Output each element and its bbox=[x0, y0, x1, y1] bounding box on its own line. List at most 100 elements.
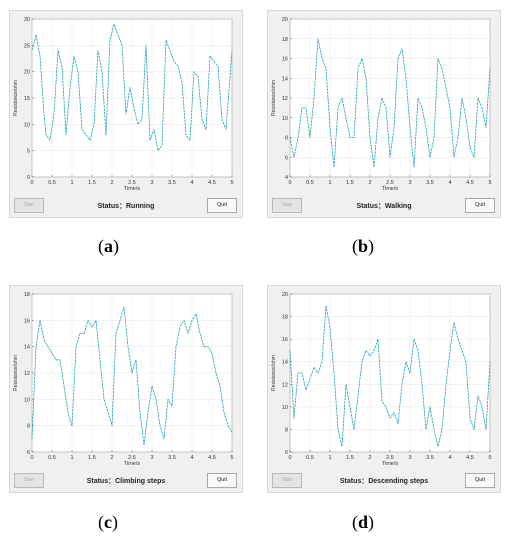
x-tick-label: 1.5 bbox=[88, 455, 96, 461]
x-tick-label: 1.5 bbox=[346, 455, 354, 461]
y-tick-label: 14 bbox=[282, 76, 288, 82]
x-tick-label: 4.5 bbox=[466, 455, 474, 461]
y-tick-label: 8 bbox=[285, 427, 288, 433]
x-tick-label: 1 bbox=[70, 180, 73, 186]
x-tick-label: 4 bbox=[190, 455, 193, 461]
x-tick-label: 1 bbox=[328, 455, 331, 461]
y-tick-label: 10 bbox=[24, 122, 30, 128]
y-tick-label: 25 bbox=[24, 43, 30, 49]
y-tick-label: 30 bbox=[24, 17, 30, 23]
x-tick-label: 0 bbox=[288, 455, 291, 461]
caption-c: (c) bbox=[98, 512, 118, 532]
window-climbing: 0 0.5 1 1.5 2 2.5 3 3.5 4 4.5 5 6 8 10 12 14 16 18 Time/s R… bbox=[9, 285, 243, 493]
quit-button[interactable]: Quit bbox=[465, 473, 495, 488]
x-tick-label: 3.5 bbox=[426, 455, 434, 461]
x-tick-label: 0.5 bbox=[48, 455, 56, 461]
window-descending: 0 0.5 1 1.5 2 2.5 3 3.5 4 4.5 5 6 8 10 12 14 16 18 20 Time/… bbox=[267, 285, 501, 493]
x-tick-label: 0.5 bbox=[306, 455, 314, 461]
x-tick-label: 0 bbox=[288, 180, 291, 186]
status-text: Status：Walking bbox=[356, 203, 412, 210]
window-walking: 0 0.5 1 1.5 2 2.5 3 3.5 4 4.5 5 4 6 8 10 12 14 16 18 20 Time… bbox=[267, 10, 501, 218]
x-tick-label: 2 bbox=[110, 180, 113, 186]
x-tick-label: 4 bbox=[190, 180, 193, 186]
y-axis-label: Resistance/ohm bbox=[271, 80, 277, 116]
x-axis-label: Time/s bbox=[382, 461, 399, 467]
y-axis-label: Resistance/ohm bbox=[13, 355, 19, 391]
resistance-line bbox=[289, 304, 491, 447]
y-axis-label: Resistance/ohm bbox=[13, 80, 19, 116]
x-axis-label: Time/s bbox=[124, 461, 141, 467]
chart-running: 0 0.5 1 1.5 2 2.5 3 3.5 4 4.5 5 0 5 10 15 20 25 30 Time/s R… bbox=[13, 17, 234, 192]
chart-climbing: 0 0.5 1 1.5 2 2.5 3 3.5 4 4.5 5 6 8 10 12 14 16 18 Time/s R… bbox=[13, 292, 234, 467]
status-text: Status：Climbing steps bbox=[86, 478, 166, 485]
caption-a: (a) bbox=[98, 236, 119, 256]
y-tick-label: 14 bbox=[282, 360, 288, 366]
x-tick-label: 2.5 bbox=[386, 455, 394, 461]
caption-d: (d) bbox=[352, 512, 375, 532]
chart-descending: 0 0.5 1 1.5 2 2.5 3 3.5 4 4.5 5 6 8 10 12 14 16 18 20 Time/… bbox=[271, 292, 492, 467]
y-tick-label: 16 bbox=[282, 337, 288, 343]
start-button[interactable]: Star bbox=[272, 473, 302, 488]
y-tick-label: 10 bbox=[24, 397, 30, 403]
y-tick-label: 20 bbox=[24, 70, 30, 76]
x-tick-label: 5 bbox=[230, 455, 233, 461]
y-tick-label: 8 bbox=[285, 136, 288, 142]
y-tick-label: 10 bbox=[282, 405, 288, 411]
x-tick-label: 1.5 bbox=[88, 180, 96, 186]
start-button[interactable]: Star bbox=[272, 198, 302, 213]
x-tick-label: 4.5 bbox=[466, 180, 474, 186]
x-tick-label: 5 bbox=[488, 180, 491, 186]
window-running: 0 0.5 1 1.5 2 2.5 3 3.5 4 4.5 5 0 5 10 15 20 25 30 Time/s R… bbox=[9, 10, 243, 218]
x-tick-label: 2.5 bbox=[386, 180, 394, 186]
y-tick-label: 5 bbox=[27, 149, 30, 155]
x-tick-label: 2 bbox=[110, 455, 113, 461]
y-tick-label: 12 bbox=[282, 96, 288, 102]
x-tick-label: 1 bbox=[70, 455, 73, 461]
x-axis-label: Time/s bbox=[382, 186, 399, 192]
quit-button[interactable]: Quit bbox=[207, 473, 237, 488]
x-tick-label: 0.5 bbox=[48, 180, 56, 186]
y-tick-label: 18 bbox=[24, 292, 30, 298]
x-tick-label: 1 bbox=[328, 180, 331, 186]
start-button[interactable]: Star bbox=[14, 473, 44, 488]
y-tick-label: 16 bbox=[282, 57, 288, 63]
y-tick-label: 14 bbox=[24, 345, 30, 351]
x-tick-label: 4 bbox=[448, 180, 451, 186]
x-tick-label: 3.5 bbox=[168, 180, 176, 186]
y-tick-label: 6 bbox=[27, 450, 30, 456]
x-tick-label: 3 bbox=[150, 455, 153, 461]
status-text: Status：Descending steps bbox=[339, 478, 429, 485]
y-tick-label: 15 bbox=[24, 96, 30, 102]
quit-button[interactable]: Quit bbox=[207, 198, 237, 213]
x-tick-label: 0.5 bbox=[306, 180, 314, 186]
y-tick-label: 12 bbox=[24, 371, 30, 377]
y-tick-label: 18 bbox=[282, 315, 288, 321]
x-tick-label: 2.5 bbox=[128, 455, 136, 461]
x-tick-label: 2 bbox=[368, 180, 371, 186]
x-tick-label: 3 bbox=[408, 180, 411, 186]
x-tick-label: 4.5 bbox=[208, 180, 216, 186]
resistance-line bbox=[289, 38, 491, 168]
y-tick-label: 12 bbox=[282, 382, 288, 388]
y-tick-label: 6 bbox=[285, 155, 288, 161]
x-tick-label: 5 bbox=[230, 180, 233, 186]
x-tick-label: 2 bbox=[368, 455, 371, 461]
caption-b: (b) bbox=[352, 236, 375, 256]
x-tick-label: 5 bbox=[488, 455, 491, 461]
x-tick-label: 4 bbox=[448, 455, 451, 461]
x-tick-label: 4.5 bbox=[208, 455, 216, 461]
x-tick-label: 3.5 bbox=[168, 455, 176, 461]
y-tick-label: 4 bbox=[285, 175, 288, 181]
y-tick-label: 6 bbox=[285, 450, 288, 456]
start-button[interactable]: Star bbox=[14, 198, 44, 213]
y-tick-label: 20 bbox=[282, 17, 288, 23]
y-tick-label: 20 bbox=[282, 292, 288, 298]
y-tick-label: 10 bbox=[282, 116, 288, 122]
chart-walking: 0 0.5 1 1.5 2 2.5 3 3.5 4 4.5 5 4 6 8 10 12 14 16 18 20 Time… bbox=[271, 17, 492, 192]
x-tick-label: 1.5 bbox=[346, 180, 354, 186]
x-tick-label: 0 bbox=[30, 180, 33, 186]
x-tick-label: 2.5 bbox=[128, 180, 136, 186]
quit-button[interactable]: Quit bbox=[465, 198, 495, 213]
x-axis-label: Time/s bbox=[124, 186, 141, 192]
y-tick-label: 18 bbox=[282, 37, 288, 43]
